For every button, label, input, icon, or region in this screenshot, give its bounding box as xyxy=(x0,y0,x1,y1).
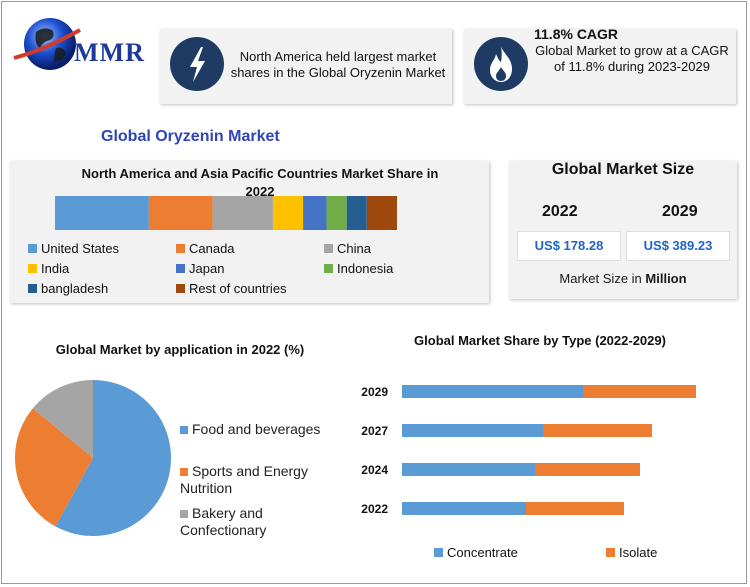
legend-label: Indonesia xyxy=(337,261,394,276)
country-bar-segment-canada xyxy=(148,196,213,230)
type-bar-isolate-2027 xyxy=(543,424,652,437)
flame-icon xyxy=(474,37,528,91)
type-legend-item-concentrate: Concentrate xyxy=(434,545,518,560)
legend-swatch xyxy=(28,264,37,273)
country-legend-item-canada: Canada xyxy=(176,241,235,256)
legend-swatch xyxy=(176,244,185,253)
type-bar-isolate-2022 xyxy=(526,502,624,515)
country-bar-segment-united-states xyxy=(55,196,149,230)
legend-label: United States xyxy=(41,241,120,256)
legend-label: Bakery and Confectionary xyxy=(180,505,267,538)
country-share-title: North America and Asia Pacific Countries… xyxy=(81,166,439,199)
legend-label: Concentrate xyxy=(447,545,518,560)
legend-swatch xyxy=(180,510,188,518)
logo-text: MMR xyxy=(74,38,145,67)
legend-swatch xyxy=(28,244,37,253)
pie-slice-sports-and-energy-nutrition xyxy=(14,408,93,527)
type-bar-concentrate-2029 xyxy=(402,385,583,398)
type-year-label: 2022 xyxy=(361,502,388,516)
country-bar-segment-japan xyxy=(303,196,327,230)
country-share-panel: North America and Asia Pacific Countries… xyxy=(10,161,489,303)
type-bar-concentrate-2022 xyxy=(402,502,526,515)
banner-north-america: North America held largest market shares… xyxy=(160,29,452,104)
type-bar-isolate-2024 xyxy=(535,463,640,476)
market-size-unit: Market Size in Million xyxy=(509,271,737,286)
pie-slice-food-and-beverages xyxy=(55,380,172,536)
country-bar-segment-bangladesh xyxy=(346,196,367,230)
legend-swatch xyxy=(434,548,443,557)
legend-label: Sports and Energy Nutrition xyxy=(180,463,308,496)
legend-swatch xyxy=(324,264,333,273)
lightning-icon xyxy=(170,37,224,91)
legend-label: Canada xyxy=(189,241,235,256)
type-legend-item-isolate: Isolate xyxy=(606,545,657,560)
country-legend-item-china: China xyxy=(324,241,371,256)
globe-icon xyxy=(13,18,81,70)
year-2022-label: 2022 xyxy=(542,203,578,220)
mmr-logo: MMR xyxy=(12,14,152,76)
pie-legend-item-sports-and-energy-nutrition: Sports and Energy Nutrition xyxy=(180,463,340,497)
legend-swatch xyxy=(180,426,188,434)
type-year-label: 2024 xyxy=(361,463,388,477)
legend-swatch xyxy=(606,548,615,557)
year-2029-label: 2029 xyxy=(662,203,698,220)
legend-label: Rest of countries xyxy=(189,281,287,296)
application-pie-chart xyxy=(14,380,172,536)
market-size-unit-prefix: Market Size in xyxy=(559,271,646,286)
country-bar-segment-indonesia xyxy=(326,196,347,230)
cagr-title: 11.8% CAGR xyxy=(534,26,619,42)
country-bar-segment-rest-of-countries xyxy=(366,196,397,230)
pie-legend-item-food-and-beverages: Food and beverages xyxy=(180,421,340,438)
country-legend-item-united-states: United States xyxy=(28,241,119,256)
legend-swatch xyxy=(28,284,37,293)
main-title: Global Oryzenin Market xyxy=(101,128,280,145)
pie-slice-bakery-and-confectionary xyxy=(32,380,93,458)
type-bar-concentrate-2024 xyxy=(402,463,535,476)
application-chart-title: Global Market by application in 2022 (%) xyxy=(55,342,305,357)
legend-label: Isolate xyxy=(619,545,658,560)
legend-label: Japan xyxy=(189,261,225,276)
type-bar-concentrate-2027 xyxy=(402,424,543,437)
country-legend-item-bangladesh: bangladesh xyxy=(28,281,108,296)
type-bars-svg: 2029 2027 2024 2022 xyxy=(361,385,696,516)
legend-label: China xyxy=(337,241,371,256)
type-chart-title: Global Market Share by Type (2022-2029) xyxy=(414,333,666,348)
country-bar-segment-india xyxy=(272,196,304,230)
country-legend-item-rest-of-countries: Rest of countries xyxy=(176,281,287,296)
cagr-text: Global Market to grow at a CAGR of 11.8%… xyxy=(535,43,729,74)
legend-label: bangladesh xyxy=(41,281,109,296)
legend-label: India xyxy=(41,261,70,276)
market-size-2029-value: US$ 389.23 xyxy=(626,231,730,261)
type-year-label: 2027 xyxy=(361,424,388,438)
market-size-2022-value: US$ 178.28 xyxy=(517,231,621,261)
market-size-panel: Global Market Size 2022 2029 US$ 178.28 … xyxy=(509,161,737,299)
legend-swatch xyxy=(324,244,333,253)
country-share-bar xyxy=(55,196,397,230)
banner-left-text: North America held largest market shares… xyxy=(230,49,446,80)
legend-swatch xyxy=(176,264,185,273)
market-size-unit-bold: Million xyxy=(645,271,687,286)
pie-legend-item-bakery-and-confectionary: Bakery and Confectionary xyxy=(180,505,340,539)
market-size-title: Global Market Size xyxy=(551,161,695,178)
type-bar-isolate-2029 xyxy=(583,385,696,398)
country-legend-item-indonesia: Indonesia xyxy=(324,261,393,276)
banner-cagr: 11.8% CAGR Global Market to grow at a CA… xyxy=(464,26,736,104)
type-year-label: 2029 xyxy=(361,385,388,399)
country-legend-item-japan: Japan xyxy=(176,261,224,276)
legend-swatch xyxy=(180,468,188,476)
legend-label: Food and beverages xyxy=(192,421,321,437)
legend-swatch xyxy=(176,284,185,293)
country-legend-item-india: India xyxy=(28,261,69,276)
country-bar-segment-china xyxy=(212,196,273,230)
